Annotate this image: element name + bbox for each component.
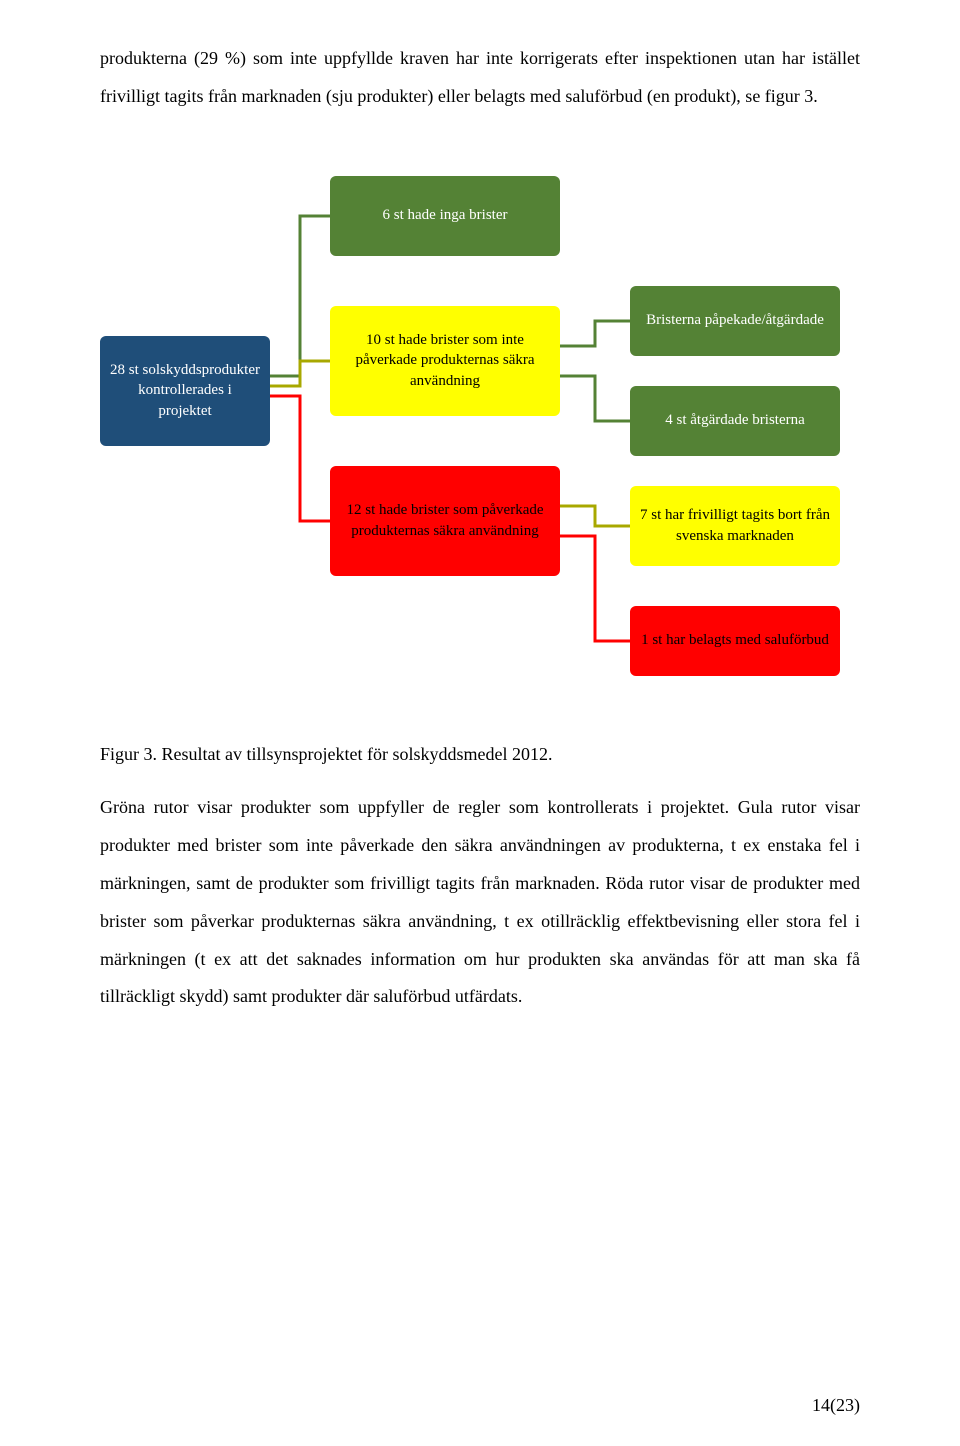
connector-line xyxy=(560,376,630,421)
node-c1-label: 7 st har frivilligt tagits bort från sve… xyxy=(640,505,830,546)
connector-line xyxy=(560,506,630,526)
node-c2-label: 1 st har belagts med saluförbud xyxy=(641,630,829,650)
figure-caption: Figur 3. Resultat av tillsynsprojektet f… xyxy=(100,736,860,774)
connector-line xyxy=(560,536,630,641)
node-c-red-label: 12 st hade brister som påverkade produkt… xyxy=(340,500,550,541)
connector-line xyxy=(270,216,330,376)
intro-paragraph: produkterna (29 %) som inte uppfyllde kr… xyxy=(100,40,860,116)
node-a-green-label: 6 st hade inga brister xyxy=(383,205,508,225)
node-c2: 1 st har belagts med saluförbud xyxy=(630,606,840,676)
node-b2: 4 st åtgärdade bristerna xyxy=(630,386,840,456)
node-b1: Bristerna påpekade/åtgärdade xyxy=(630,286,840,356)
node-a-green: 6 st hade inga brister xyxy=(330,176,560,256)
node-b-yellow: 10 st hade brister som inte påverkade pr… xyxy=(330,306,560,416)
connector-line xyxy=(560,321,630,346)
node-c1: 7 st har frivilligt tagits bort från sve… xyxy=(630,486,840,566)
node-c-red: 12 st hade brister som påverkade produkt… xyxy=(330,466,560,576)
connector-line xyxy=(270,396,330,521)
node-root-label: 28 st solskyddsprodukter kontrollerades … xyxy=(110,360,260,421)
node-b2-label: 4 st åtgärdade bristerna xyxy=(665,410,805,430)
node-b-yellow-label: 10 st hade brister som inte påverkade pr… xyxy=(340,330,550,391)
node-root: 28 st solskyddsprodukter kontrollerades … xyxy=(100,336,270,446)
body-paragraph: Gröna rutor visar produkter som uppfylle… xyxy=(100,789,860,1016)
page-number: 14(23) xyxy=(812,1395,860,1416)
node-b1-label: Bristerna påpekade/åtgärdade xyxy=(646,310,824,330)
connector-line xyxy=(270,361,330,386)
flow-diagram: 28 st solskyddsprodukter kontrollerades … xyxy=(100,146,860,706)
